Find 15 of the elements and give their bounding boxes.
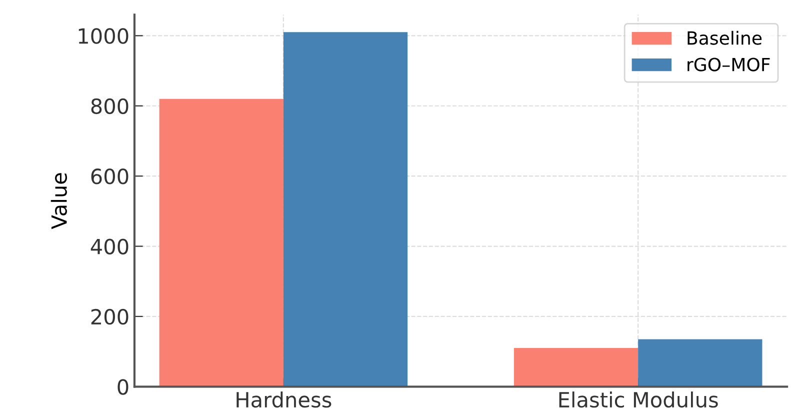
y-tick-label: 0 <box>118 379 128 395</box>
bar <box>638 339 762 387</box>
bar <box>159 98 284 387</box>
x-tick-label: Elastic Modulus <box>559 392 718 408</box>
x-tick-label: Hardness <box>236 392 332 408</box>
bar <box>514 348 638 387</box>
y-tick-label: 400 <box>90 238 128 254</box>
bar <box>283 32 408 387</box>
y-tick-label: 800 <box>91 98 128 114</box>
legend-label: rGO–MOF <box>688 58 770 72</box>
y-tick-label: 200 <box>91 308 128 325</box>
y-tick-label: 600 <box>91 168 128 184</box>
legend-label: Baseline <box>688 30 762 45</box>
y-axis-title: Value <box>50 173 67 230</box>
y-tick-label: 1000 <box>78 28 128 44</box>
